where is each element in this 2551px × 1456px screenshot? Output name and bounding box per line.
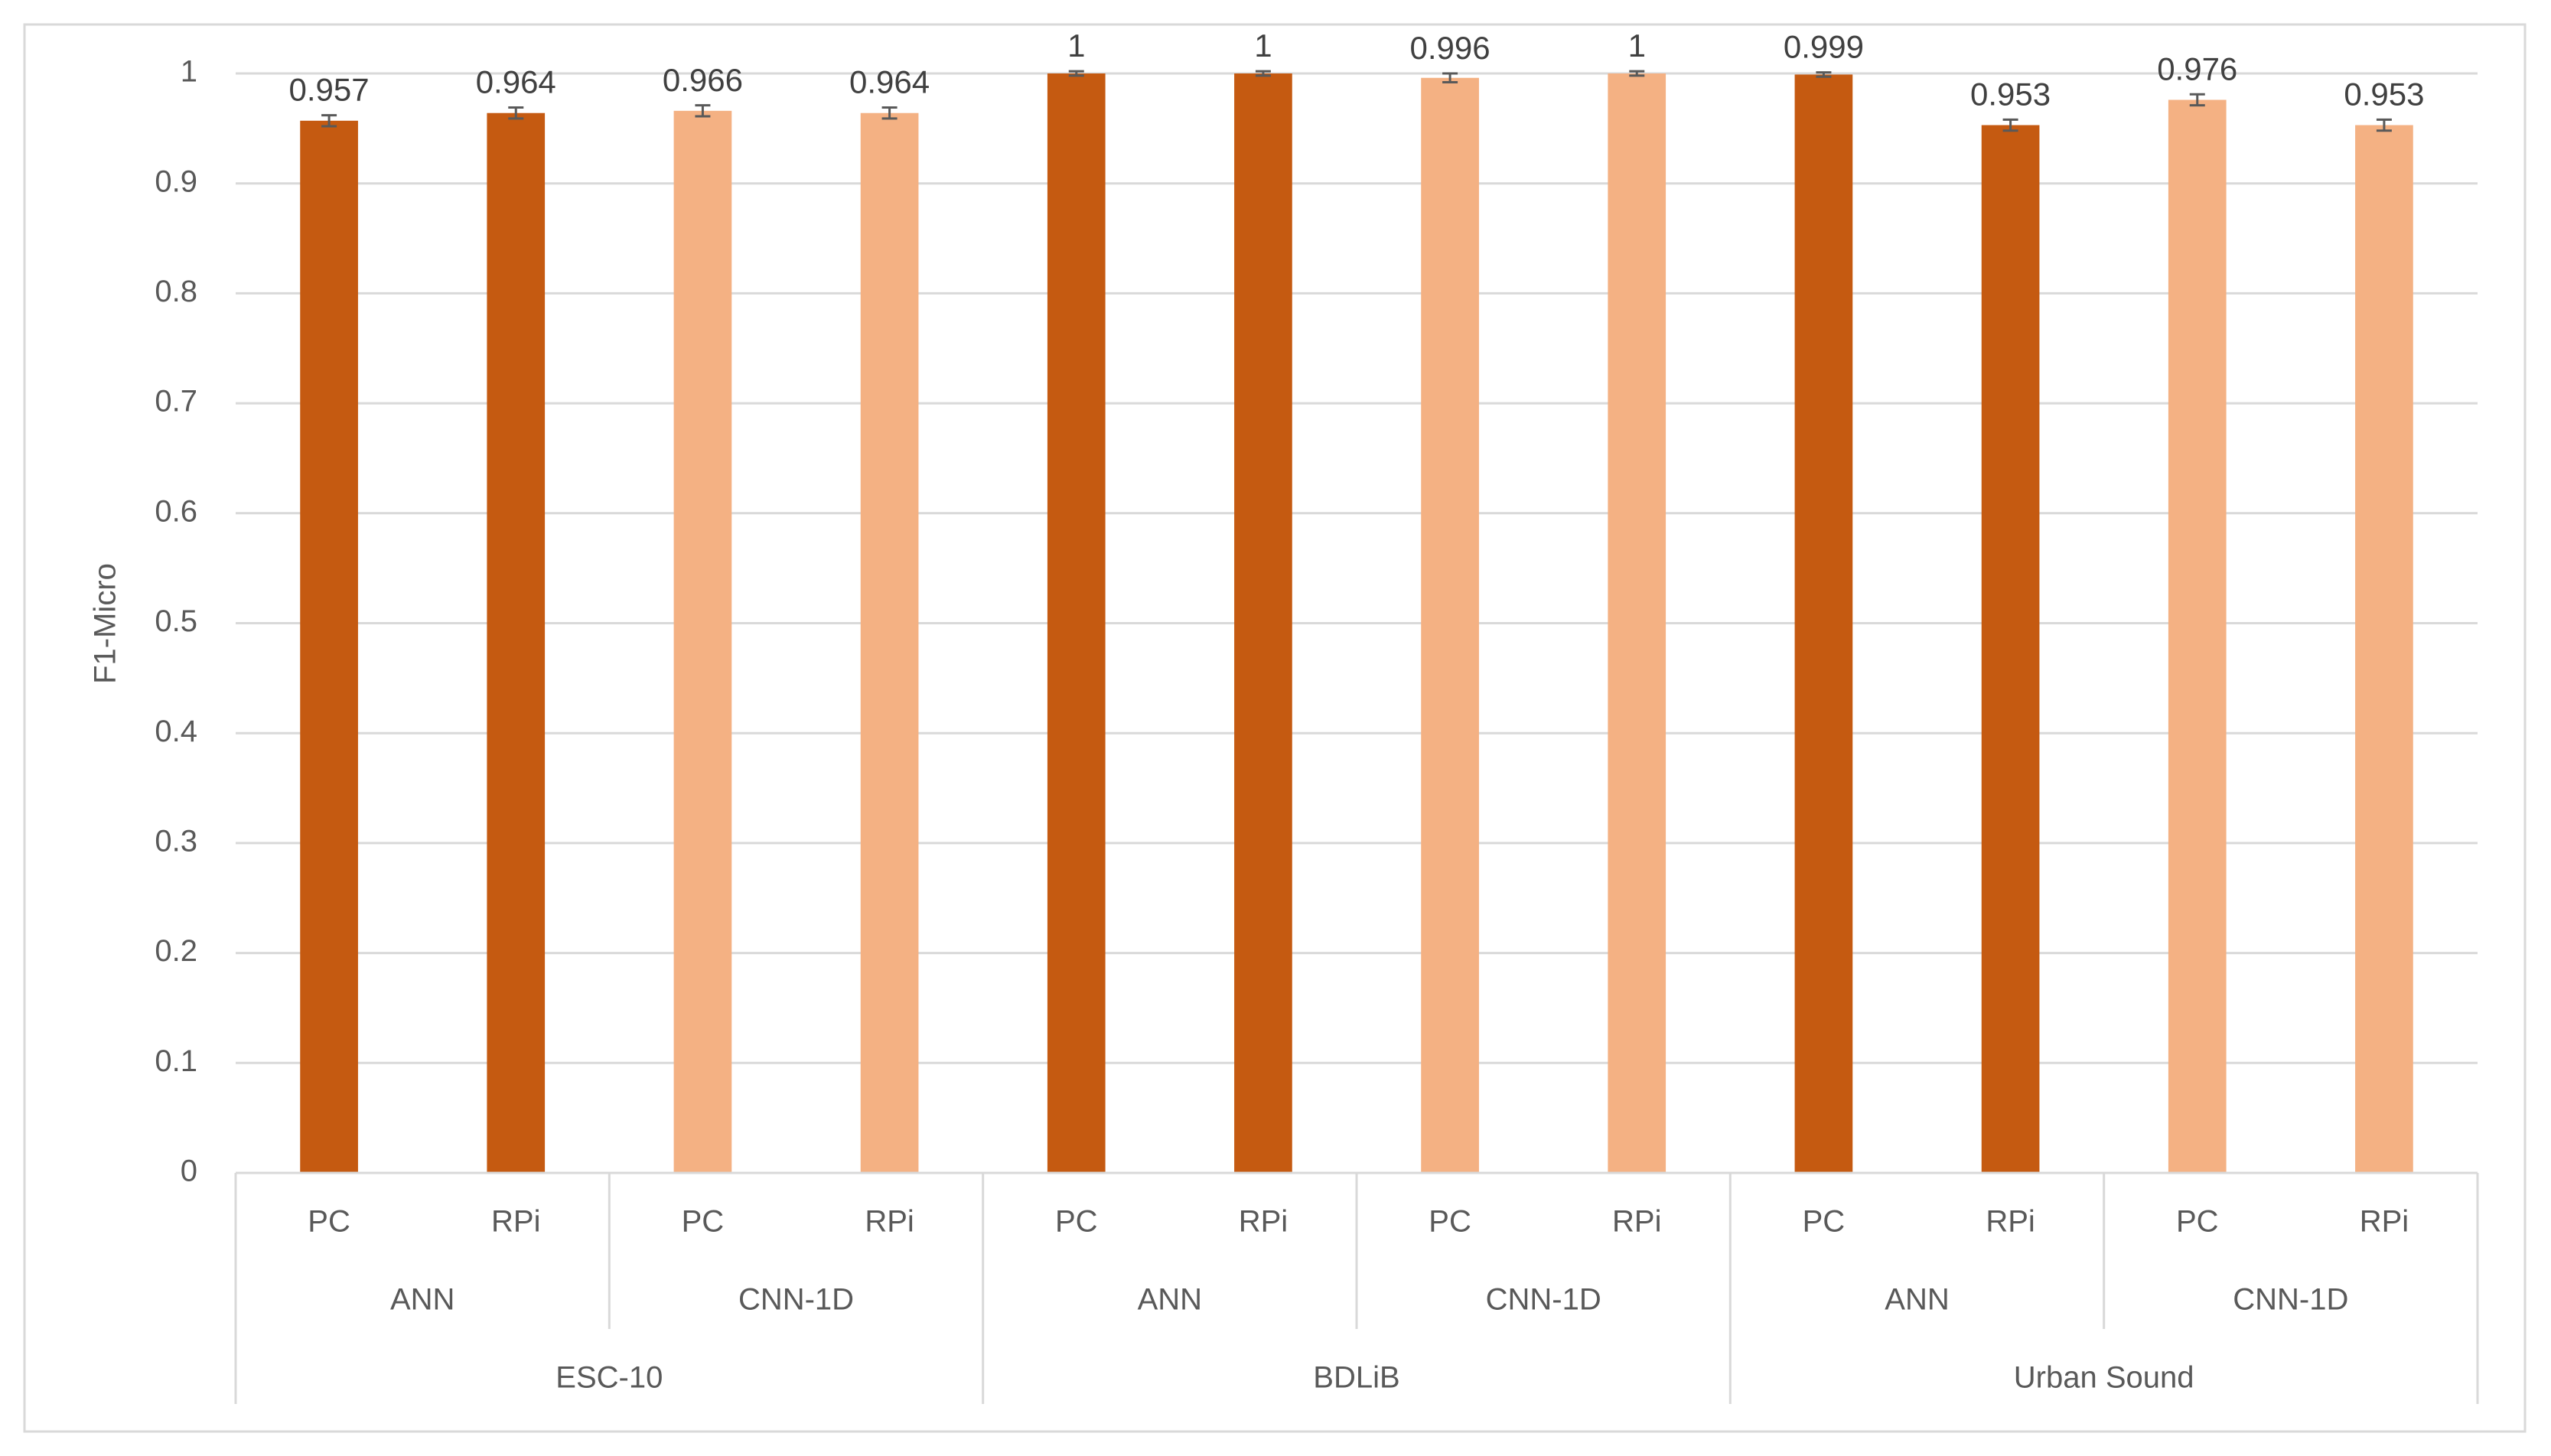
x-tick-label: PC [308, 1205, 350, 1239]
subgroup-label: CNN-1D [738, 1283, 854, 1317]
bar [1608, 73, 1666, 1173]
subgroup-label: ANN [390, 1283, 454, 1317]
group-label: ESC-10 [555, 1361, 663, 1395]
data-label: 0.964 [849, 64, 930, 100]
y-tick-label: 0 [181, 1155, 197, 1188]
y-axis-title: F1-Micro [89, 563, 122, 684]
y-tick-label: 0.5 [155, 604, 197, 638]
data-label: 0.964 [476, 64, 556, 100]
error-bar [321, 114, 337, 128]
bar [487, 112, 546, 1174]
y-tick-label: 0.3 [155, 824, 197, 858]
error-bar [1816, 71, 1832, 78]
bar [673, 110, 732, 1173]
y-tick-label: 0.2 [155, 934, 197, 968]
subgroup-label: ANN [1885, 1283, 1949, 1317]
x-tick-label: RPi [1239, 1205, 1288, 1239]
x-tick-label: PC [1803, 1205, 1846, 1239]
y-tick-label: 0.6 [155, 494, 197, 528]
y-tick-label: 0.7 [155, 385, 197, 419]
bar [2355, 125, 2413, 1173]
subgroup-label: CNN-1D [2233, 1283, 2348, 1317]
error-bar [1629, 70, 1645, 77]
group-label: Urban Sound [2014, 1361, 2194, 1395]
bar [1981, 125, 2040, 1173]
error-bar [2376, 118, 2392, 132]
subgroup-label: CNN-1D [1486, 1283, 1601, 1317]
x-tick-label: RPi [2360, 1205, 2409, 1239]
x-tick-label: RPi [1612, 1205, 1661, 1239]
y-tick-label: 0.4 [155, 715, 197, 748]
x-tick-label: RPi [865, 1205, 914, 1239]
data-label: 0.976 [2157, 50, 2237, 86]
error-bar [1068, 70, 1084, 77]
y-tick-label: 0.8 [155, 275, 197, 308]
data-label: 0.996 [1410, 30, 1491, 66]
data-label: 0.999 [1784, 29, 1864, 65]
bar [1421, 77, 1479, 1173]
x-tick-label: PC [682, 1205, 725, 1239]
data-label: 1 [1254, 28, 1272, 64]
data-label: 0.957 [289, 72, 370, 108]
bar [2168, 99, 2227, 1173]
x-tick-label: RPi [1986, 1205, 2035, 1239]
error-bar [508, 106, 524, 120]
x-tick-label: PC [1055, 1205, 1098, 1239]
error-bar [1442, 72, 1458, 83]
data-label: 1 [1628, 28, 1646, 64]
x-tick-label: RPi [491, 1205, 540, 1239]
data-label: 1 [1067, 28, 1085, 64]
error-bar [2189, 93, 2205, 107]
bar [860, 112, 919, 1174]
bar [1234, 73, 1292, 1173]
data-label: 0.953 [2344, 76, 2424, 112]
error-bar [2002, 118, 2018, 132]
y-tick-label: 0.1 [155, 1044, 197, 1078]
error-bar [881, 106, 898, 120]
y-tick-label: 1 [181, 55, 197, 89]
group-label: BDLiB [1313, 1361, 1399, 1395]
bar [1047, 73, 1106, 1173]
data-label: 0.966 [663, 62, 743, 98]
error-bar [1255, 70, 1271, 77]
x-tick-label: PC [2176, 1205, 2219, 1239]
data-label: 0.953 [1970, 76, 2051, 112]
error-bar [695, 104, 711, 118]
x-tick-label: PC [1429, 1205, 1471, 1239]
bar [1794, 74, 1853, 1173]
y-tick-label: 0.9 [155, 164, 197, 198]
subgroup-label: ANN [1138, 1283, 1202, 1317]
bar [300, 120, 358, 1173]
